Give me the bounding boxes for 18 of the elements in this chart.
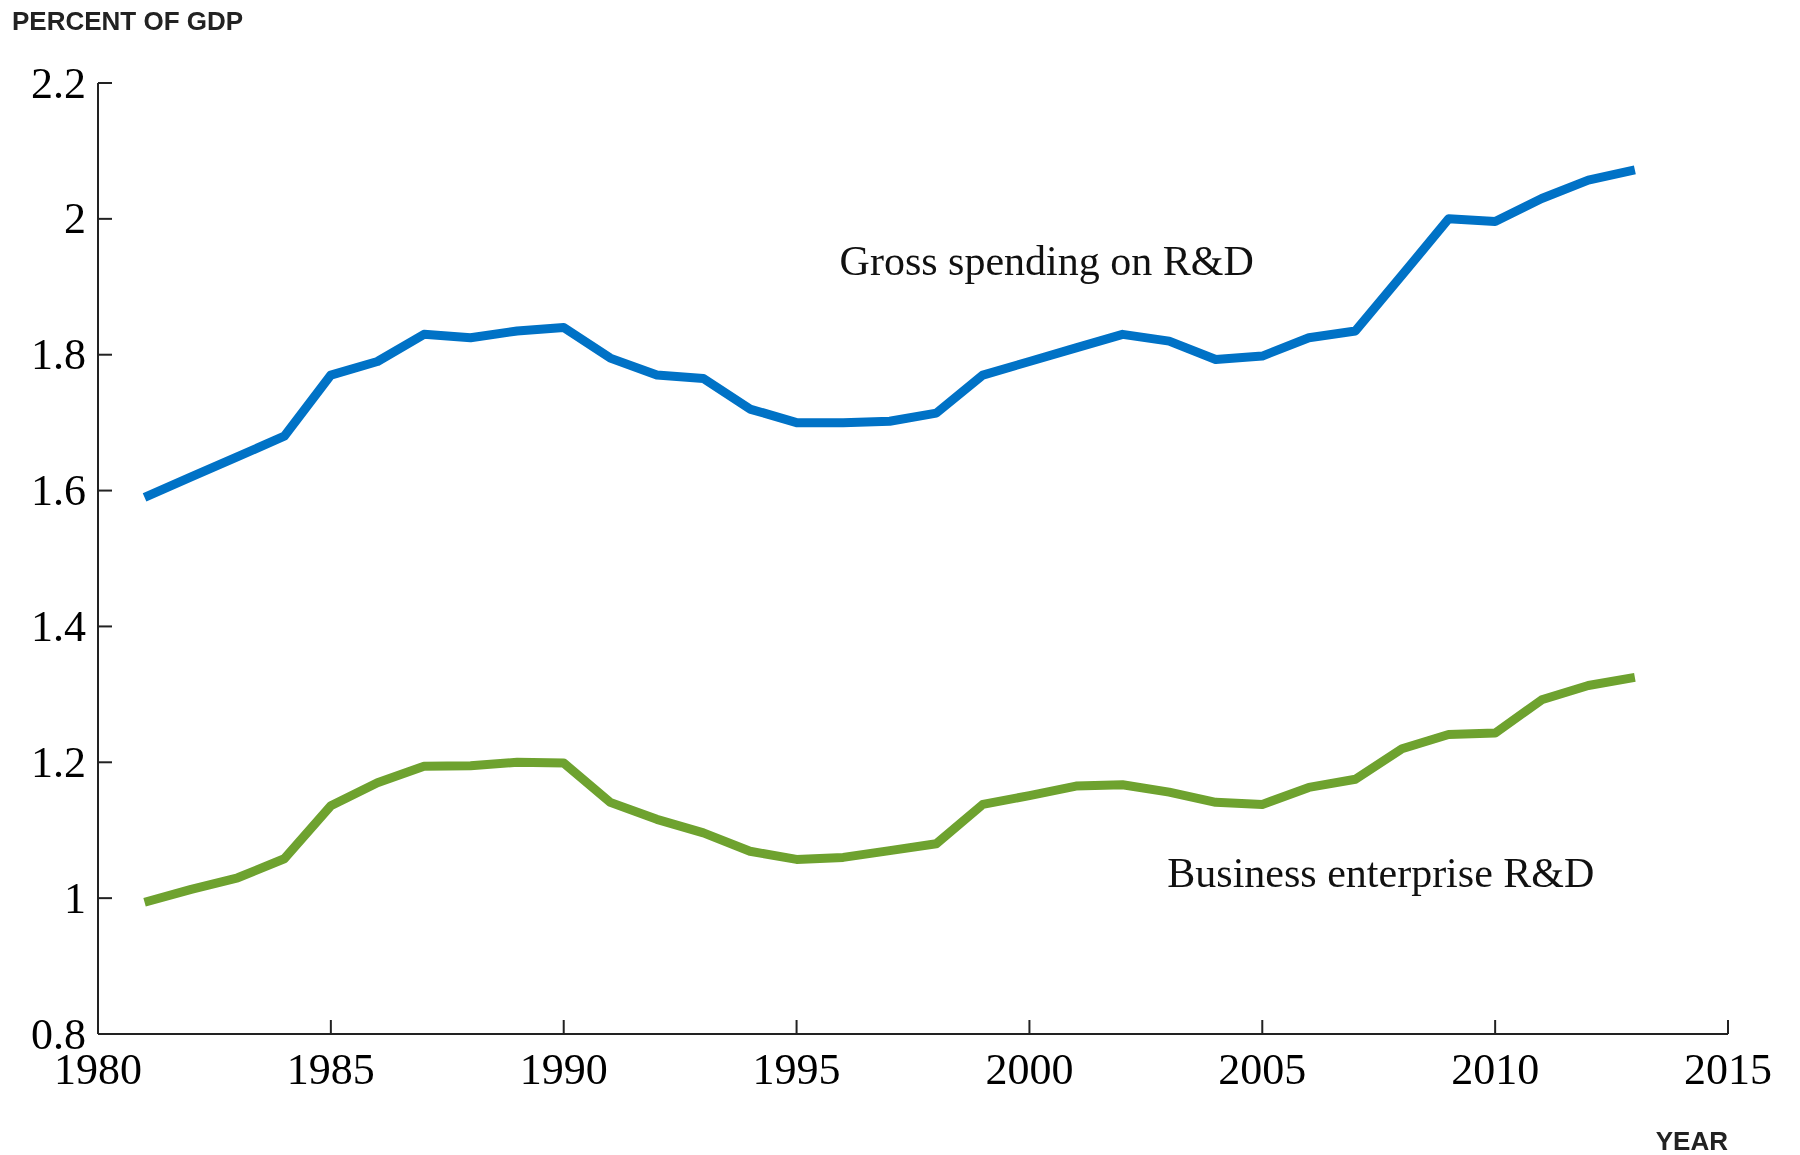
x-axis-title: YEAR bbox=[1655, 1126, 1729, 1155]
y-tick-label: 2.2 bbox=[31, 58, 86, 108]
x-tick-label: 2005 bbox=[1218, 1045, 1307, 1094]
y-tick-label: 1.6 bbox=[31, 466, 86, 516]
x-tick-label: 2000 bbox=[985, 1045, 1074, 1094]
y-tick-label: 1.8 bbox=[31, 330, 86, 380]
x-tick-label: 2010 bbox=[1451, 1045, 1540, 1094]
x-tick-label: 2015 bbox=[1684, 1045, 1772, 1094]
y-tick-label: 2 bbox=[64, 194, 86, 244]
x-tick-label: 1990 bbox=[519, 1045, 608, 1094]
series-label: Gross spending on R&D bbox=[839, 237, 1254, 284]
x-tick-label: 1985 bbox=[286, 1045, 375, 1094]
y-axis-title: PERCENT OF GDP bbox=[12, 6, 244, 36]
series-label: Business enterprise R&D bbox=[1167, 850, 1595, 897]
y-tick-label: 1 bbox=[64, 873, 86, 923]
x-tick-label: 1995 bbox=[752, 1045, 841, 1094]
y-tick-label: 1.2 bbox=[31, 737, 86, 787]
y-tick-label: 1.4 bbox=[31, 601, 86, 651]
